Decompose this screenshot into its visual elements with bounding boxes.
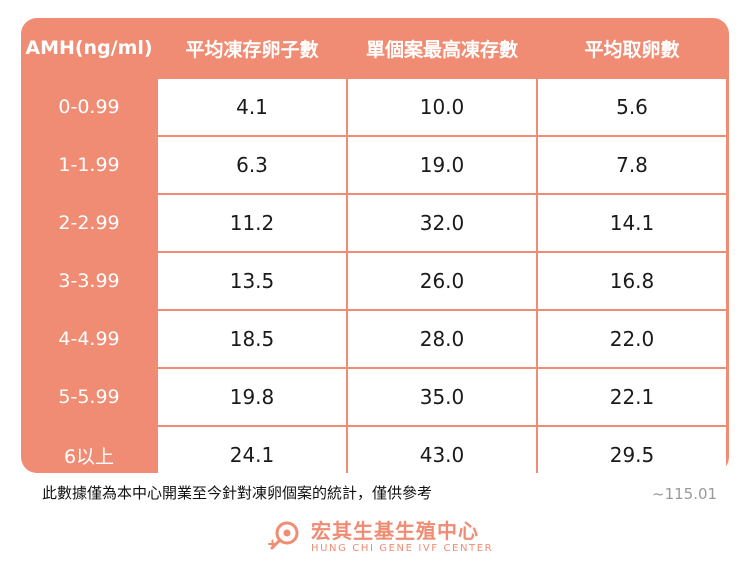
row-label-3: 3-3.99: [58, 270, 120, 292]
cell-avg-frozen: 18.5: [158, 311, 346, 367]
cell-avg-retrieved: 22.1: [538, 369, 726, 425]
cell-avg-retrieved: 5.6: [538, 79, 726, 135]
row-label-1: 1-1.99: [58, 154, 120, 176]
row-label-4: 4-4.99: [58, 328, 120, 350]
row-label-5: 5-5.99: [58, 386, 120, 408]
cell-avg-retrieved: 16.8: [538, 253, 726, 309]
cell-avg-frozen: 24.1: [158, 427, 346, 483]
header-max-frozen-per-case: 單個案最高凍存數: [365, 38, 518, 61]
cell-max-frozen: 10.0: [348, 79, 536, 135]
version-label: ~115.01: [652, 485, 718, 503]
cell-max-frozen: 19.0: [348, 137, 536, 193]
fertility-logo-icon: [268, 521, 299, 550]
cell-avg-frozen: 6.3: [158, 137, 346, 193]
cell-avg-retrieved: 7.8: [538, 137, 726, 193]
cell-avg-retrieved: 29.5: [538, 427, 726, 483]
header-avg-retrieved-eggs: 平均取卵數: [584, 38, 680, 61]
clinic-name-cn: 宏其生基生殖中心: [311, 519, 479, 543]
cell-avg-retrieved: 14.1: [538, 195, 726, 251]
cell-max-frozen: 43.0: [348, 427, 536, 483]
row-label-6: 6以上: [63, 445, 115, 468]
cell-max-frozen: 28.0: [348, 311, 536, 367]
cell-max-frozen: 26.0: [348, 253, 536, 309]
cell-avg-frozen: 11.2: [158, 195, 346, 251]
amh-table: AMH(ng/ml) 平均凍存卵子數 單個案最高凍存數 平均取卵數 0-0.99…: [21, 18, 729, 483]
header-amh: AMH(ng/ml): [25, 37, 153, 59]
clinic-name-en: HUNG CHI GENE IVF CENTER: [311, 543, 494, 554]
cell-max-frozen: 32.0: [348, 195, 536, 251]
cell-max-frozen: 35.0: [348, 369, 536, 425]
cell-avg-frozen: 13.5: [158, 253, 346, 309]
header-avg-frozen-eggs: 平均凍存卵子數: [185, 38, 319, 61]
cell-avg-retrieved: 22.0: [538, 311, 726, 367]
row-label-2: 2-2.99: [58, 212, 120, 234]
row-label-0: 0-0.99: [58, 96, 120, 118]
footnote: 此數據僅為本中心開業至今針對凍卵個案的統計，僅供參考: [42, 484, 433, 502]
cell-avg-frozen: 19.8: [158, 369, 346, 425]
cell-avg-frozen: 4.1: [158, 79, 346, 135]
